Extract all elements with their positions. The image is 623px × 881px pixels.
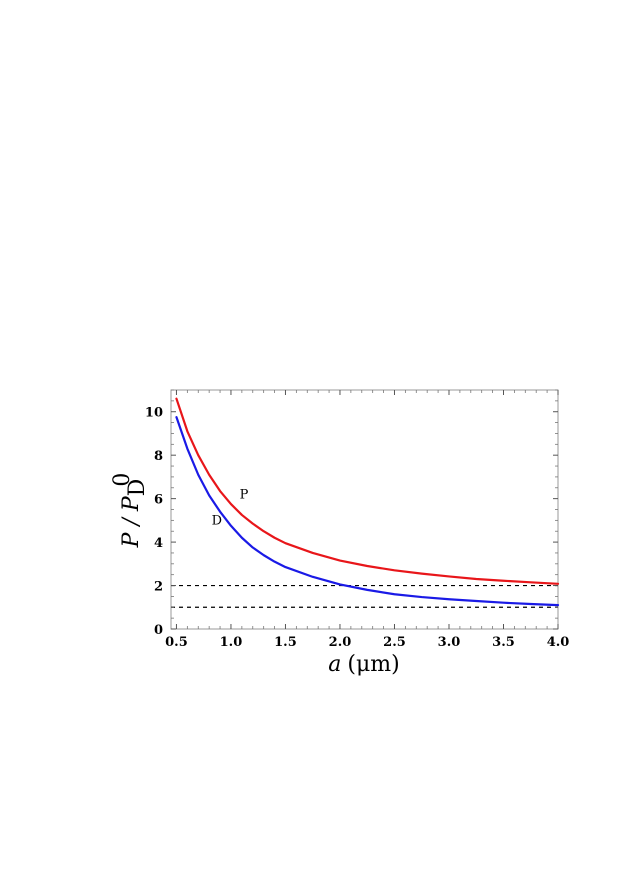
series-line-p: [175, 397, 560, 585]
x-tick-label: 1.5: [274, 635, 297, 650]
curve-label-d: D: [212, 514, 222, 529]
series-layer: [175, 397, 560, 607]
x-tick-label: 1.0: [220, 635, 243, 650]
curve-label-p: P: [240, 488, 249, 503]
y-axis-ticks: 0 2 4 6 8 10: [145, 389, 558, 638]
x-axis-title: a (μm): [328, 652, 399, 677]
y-axis-superscript: 0: [110, 473, 135, 487]
x-tick-label: 0.5: [165, 635, 188, 650]
series-line-d: [175, 416, 560, 607]
y-axis-title: P / PD0: [110, 473, 150, 549]
reference-lines: [171, 584, 558, 608]
y-axis-subscript: D: [125, 479, 150, 497]
x-axis-unit: (μm): [347, 652, 399, 677]
y-tick-label: 0: [154, 623, 163, 638]
x-axis-ticks: 0.5 1.0 1.5 2.0 2.5 3.0 3.5 4.0: [165, 390, 569, 650]
curve-annotations: PD: [212, 488, 249, 529]
y-axis-main: P / P: [119, 495, 144, 548]
y-tick-label: 10: [145, 406, 163, 421]
y-tick-label: 8: [154, 449, 163, 464]
x-axis-variable: a: [328, 652, 341, 677]
x-tick-label: 4.0: [547, 635, 570, 650]
y-tick-label: 2: [154, 580, 163, 595]
x-tick-label: 3.0: [438, 635, 461, 650]
svg-text:P / PD0: P / PD0: [110, 473, 150, 549]
x-tick-label: 3.5: [492, 635, 515, 650]
x-tick-label: 2.0: [329, 635, 352, 650]
x-tick-label: 2.5: [383, 635, 406, 650]
y-tick-label: 6: [154, 493, 163, 508]
y-tick-label: 4: [154, 536, 163, 551]
plot-frame: [170, 389, 559, 630]
